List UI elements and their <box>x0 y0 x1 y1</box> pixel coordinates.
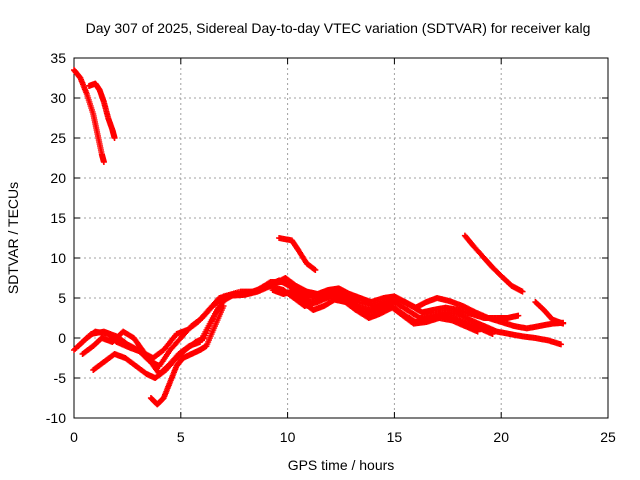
data-point <box>558 341 565 348</box>
data-point <box>489 331 496 337</box>
series-arc-early-high-b <box>85 80 118 141</box>
data-points <box>71 67 567 408</box>
series-arc-main-f <box>269 287 481 335</box>
x-tick-labels: 0 5 10 15 20 25 <box>70 429 616 445</box>
y-tick-label: 0 <box>58 330 66 346</box>
series-arc-main-c <box>90 275 567 381</box>
data-point <box>515 312 522 319</box>
data-point <box>474 328 481 335</box>
y-tick-label: 25 <box>50 130 66 146</box>
data-point <box>100 159 107 165</box>
x-tick-label: 15 <box>387 429 403 445</box>
x-tick-label: 10 <box>280 429 296 445</box>
series-arc-late-high <box>461 232 526 295</box>
data-point <box>560 319 567 326</box>
x-tick-label: 25 <box>600 429 616 445</box>
x-tick-label: 0 <box>70 429 78 445</box>
y-tick-label: 5 <box>58 290 66 306</box>
series-arc-main-e <box>147 303 227 408</box>
series-arc-early-high-a <box>71 67 107 165</box>
y-tick-label: 15 <box>50 210 66 226</box>
x-tick-label: 20 <box>493 429 509 445</box>
series-arc-evening-high <box>276 235 319 273</box>
y-tick-label: 35 <box>50 50 66 66</box>
data-point <box>519 288 526 295</box>
y-tick-label: -10 <box>46 410 66 426</box>
y-tick-label: -5 <box>54 370 67 386</box>
data-point <box>312 267 319 273</box>
y-tick-label: 30 <box>50 90 66 106</box>
y-axis-title: SDTVAR / TECUs <box>5 182 21 294</box>
y-tick-label: 20 <box>50 170 66 186</box>
chart-title: Day 307 of 2025, Sidereal Day-to-day VTE… <box>86 20 591 36</box>
data-point <box>111 135 118 141</box>
x-tick-label: 5 <box>177 429 185 445</box>
y-tick-labels: -10 -5 0 5 10 15 20 25 30 35 <box>46 50 66 426</box>
data-point <box>220 303 227 309</box>
plot-frame <box>73 57 609 419</box>
axis-ticks <box>73 57 609 419</box>
y-tick-label: 10 <box>50 250 66 266</box>
x-axis-title: GPS time / hours <box>288 457 395 473</box>
